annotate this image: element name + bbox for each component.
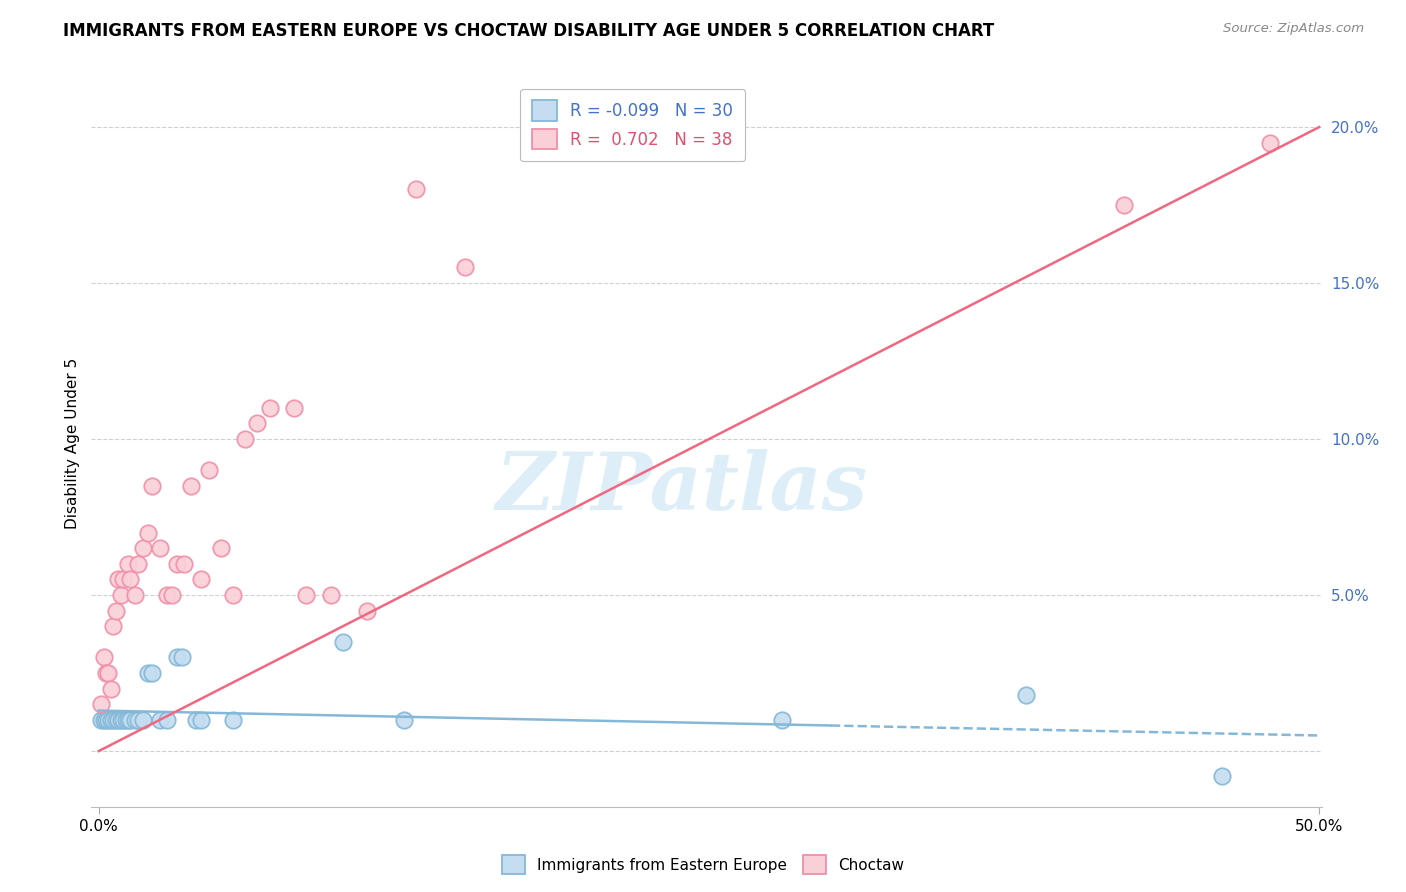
- Point: [107, 573, 129, 587]
- Point: [114, 713, 136, 727]
- Point: [117, 557, 139, 571]
- Point: [233, 432, 256, 446]
- Point: [131, 541, 153, 556]
- Point: [127, 713, 149, 727]
- Point: [90, 698, 112, 712]
- Point: [93, 713, 115, 727]
- Point: [173, 557, 195, 571]
- Point: [186, 713, 208, 727]
- Point: [209, 541, 232, 556]
- Legend: R = -0.099   N = 30, R =  0.702   N = 38: R = -0.099 N = 30, R = 0.702 N = 38: [520, 88, 745, 161]
- Point: [180, 479, 202, 493]
- Point: [94, 713, 117, 727]
- Point: [93, 650, 115, 665]
- Point: [97, 666, 120, 681]
- Point: [166, 557, 188, 571]
- Point: [110, 713, 132, 727]
- Point: [770, 713, 793, 727]
- Point: [131, 713, 153, 727]
- Point: [190, 573, 212, 587]
- Point: [356, 604, 378, 618]
- Point: [454, 260, 477, 275]
- Point: [283, 401, 305, 415]
- Point: [124, 713, 146, 727]
- Point: [392, 713, 415, 727]
- Point: [1015, 688, 1038, 702]
- Point: [319, 588, 342, 602]
- Point: [332, 635, 354, 649]
- Point: [1112, 198, 1135, 212]
- Point: [103, 713, 125, 727]
- Point: [100, 713, 122, 727]
- Point: [197, 463, 219, 477]
- Point: [136, 666, 159, 681]
- Point: [127, 557, 149, 571]
- Legend: Immigrants from Eastern Europe, Choctaw: Immigrants from Eastern Europe, Choctaw: [496, 849, 910, 880]
- Point: [156, 713, 179, 727]
- Point: [259, 401, 281, 415]
- Point: [107, 713, 129, 727]
- Point: [117, 713, 139, 727]
- Point: [103, 619, 125, 633]
- Point: [100, 681, 122, 696]
- Point: [190, 713, 212, 727]
- Point: [120, 713, 142, 727]
- Text: IMMIGRANTS FROM EASTERN EUROPE VS CHOCTAW DISABILITY AGE UNDER 5 CORRELATION CHA: IMMIGRANTS FROM EASTERN EUROPE VS CHOCTA…: [63, 22, 994, 40]
- Point: [110, 588, 132, 602]
- Point: [160, 588, 183, 602]
- Point: [112, 713, 135, 727]
- Point: [405, 182, 427, 196]
- Point: [149, 541, 172, 556]
- Point: [166, 650, 188, 665]
- Point: [124, 588, 146, 602]
- Point: [222, 588, 245, 602]
- Point: [97, 713, 120, 727]
- Point: [104, 713, 127, 727]
- Point: [149, 713, 172, 727]
- Point: [170, 650, 193, 665]
- Point: [136, 525, 159, 540]
- Point: [112, 573, 135, 587]
- Point: [104, 604, 127, 618]
- Point: [156, 588, 179, 602]
- Point: [1211, 769, 1233, 783]
- Point: [1260, 136, 1282, 150]
- Point: [120, 573, 142, 587]
- Text: ZIPatlas: ZIPatlas: [496, 449, 868, 526]
- Point: [141, 479, 163, 493]
- Point: [90, 713, 112, 727]
- Point: [222, 713, 245, 727]
- Point: [295, 588, 318, 602]
- Y-axis label: Disability Age Under 5: Disability Age Under 5: [65, 359, 80, 529]
- Point: [141, 666, 163, 681]
- Point: [94, 666, 117, 681]
- Text: Source: ZipAtlas.com: Source: ZipAtlas.com: [1223, 22, 1364, 36]
- Point: [246, 417, 269, 431]
